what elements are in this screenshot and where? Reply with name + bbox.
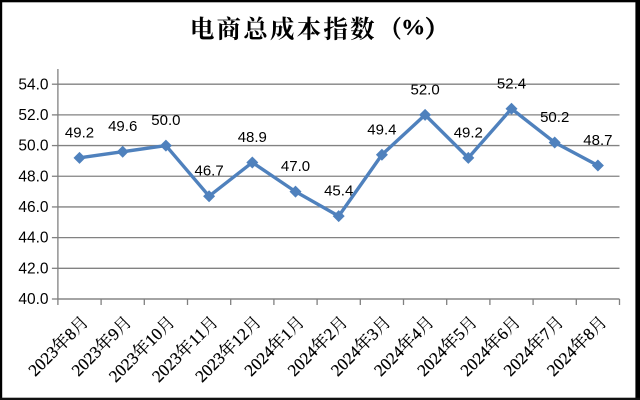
svg-text:52.0: 52.0 xyxy=(410,81,439,98)
svg-text:50.0: 50.0 xyxy=(18,138,49,155)
svg-text:49.6: 49.6 xyxy=(108,118,137,135)
svg-text:48.0: 48.0 xyxy=(18,168,49,185)
svg-text:49.2: 49.2 xyxy=(65,124,94,141)
svg-text:44.0: 44.0 xyxy=(18,230,49,247)
svg-text:52.4: 52.4 xyxy=(497,75,526,92)
svg-text:54.0: 54.0 xyxy=(18,76,49,93)
svg-text:42.0: 42.0 xyxy=(18,260,49,277)
svg-text:48.7: 48.7 xyxy=(583,132,612,149)
svg-text:40.0: 40.0 xyxy=(18,291,49,308)
svg-text:48.9: 48.9 xyxy=(238,129,267,146)
svg-text:46.0: 46.0 xyxy=(18,199,49,216)
svg-text:46.7: 46.7 xyxy=(194,163,223,180)
svg-text:49.2: 49.2 xyxy=(454,124,483,141)
svg-text:50.2: 50.2 xyxy=(540,109,569,126)
svg-text:50.0: 50.0 xyxy=(151,112,180,129)
svg-text:49.4: 49.4 xyxy=(367,121,396,138)
svg-text:45.4: 45.4 xyxy=(324,183,353,200)
svg-text:47.0: 47.0 xyxy=(281,158,310,175)
svg-text:52.0: 52.0 xyxy=(18,107,49,124)
